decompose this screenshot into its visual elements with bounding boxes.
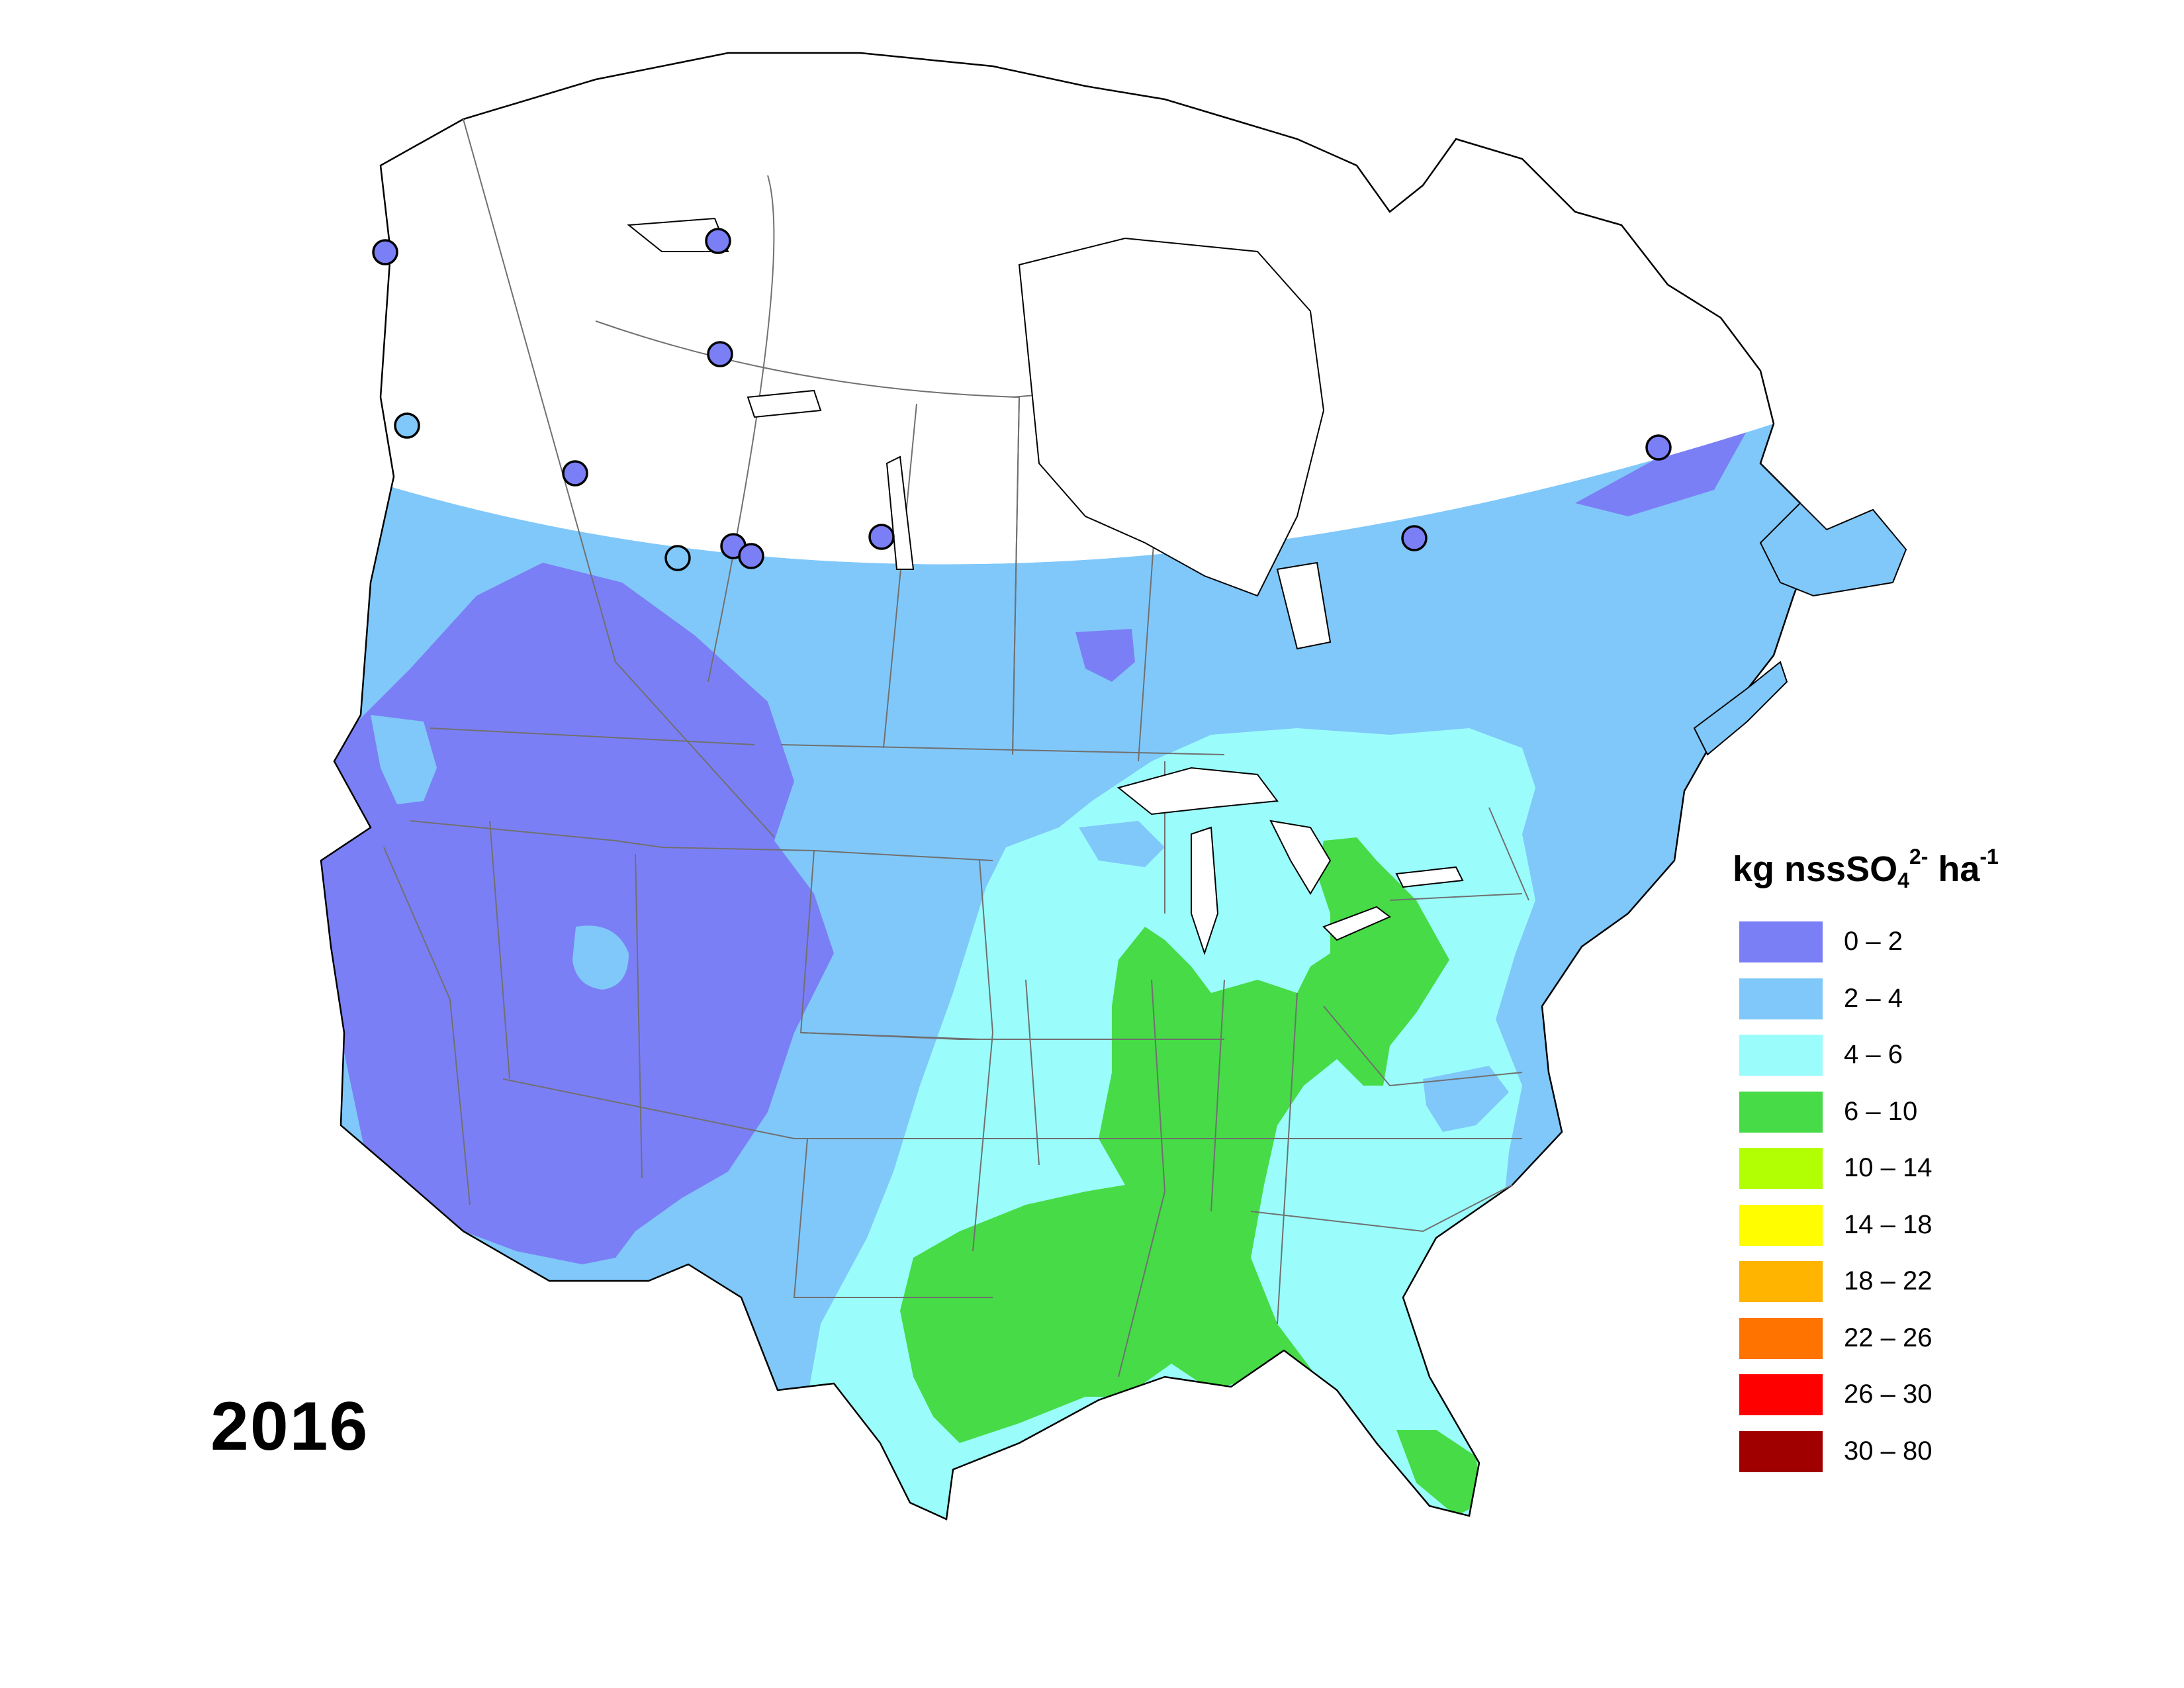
nova-scotia (1693, 661, 1788, 756)
legend-title-sup: 2- (1909, 845, 1929, 868)
boundaries (383, 118, 1529, 1378)
legend-title-unit: ha (1928, 849, 1980, 889)
zone-2-4-virginia (1423, 1066, 1509, 1132)
station-marker[interactable] (707, 341, 733, 367)
legend-swatch (1739, 978, 1823, 1019)
great-slave-lake (747, 389, 822, 418)
zone-6-10-florida (1396, 1430, 1482, 1516)
lake-huron (1269, 820, 1332, 895)
legend-swatch (1739, 1204, 1823, 1246)
newfoundland (1759, 502, 1907, 597)
lake-erie (1322, 906, 1391, 941)
legend-label: 22 – 26 (1844, 1323, 1933, 1352)
legend-label: 30 – 80 (1844, 1436, 1933, 1466)
legend-swatch (1739, 921, 1823, 962)
stations (372, 228, 1672, 571)
legend-swatch (1739, 1430, 1823, 1472)
legend-swatch (1739, 1035, 1823, 1076)
zone-0-2-ontario (1075, 629, 1135, 682)
legend-label: 18 – 22 (1844, 1266, 1933, 1295)
legend-swatch (1739, 1261, 1823, 1302)
legend-title-unit-sup: -1 (1979, 845, 1999, 868)
zone-0-2-labrador (1575, 424, 1747, 516)
legend-label: 10 – 14 (1844, 1153, 1933, 1182)
legend-label: 6 – 10 (1844, 1096, 1918, 1126)
legend-label: 26 – 30 (1844, 1380, 1933, 1409)
legend-title: kg nssSO42- ha-1 (1733, 845, 1999, 893)
zone-6-10-central (900, 837, 1449, 1443)
lake-ontario (1395, 866, 1464, 888)
great-lakes (627, 217, 1464, 956)
legend-label: 14 – 18 (1844, 1209, 1933, 1239)
zone-2-4-utah (572, 925, 629, 990)
coastline (320, 52, 1815, 1521)
legend-label: 2 – 4 (1844, 983, 1903, 1013)
lake-superior (1116, 767, 1279, 816)
zone-0-2-west (321, 563, 834, 1264)
legend-label: 4 – 6 (1844, 1040, 1903, 1069)
legend-label: 0 – 2 (1844, 927, 1903, 956)
legend-title-main: kg nssSO (1733, 849, 1898, 889)
station-marker[interactable] (372, 239, 398, 265)
station-marker[interactable] (1645, 434, 1672, 461)
great-bear-lake (627, 217, 729, 252)
station-marker[interactable] (868, 524, 895, 550)
legend-swatch (1739, 1091, 1823, 1133)
station-marker[interactable] (664, 545, 691, 571)
legend-title-sub: 4 (1897, 868, 1909, 892)
hudson-bay (1018, 237, 1325, 597)
station-marker[interactable] (738, 543, 764, 569)
james-bay (1276, 561, 1332, 650)
legend-swatch (1739, 1374, 1823, 1415)
lake-michigan (1191, 826, 1219, 956)
zone-2-4-pacific-nw (371, 715, 437, 804)
station-marker[interactable] (1401, 525, 1428, 551)
station-marker[interactable] (394, 412, 420, 439)
year-label: 2016 (210, 1388, 369, 1465)
legend-swatch (1739, 1148, 1823, 1189)
station-marker[interactable] (705, 228, 731, 254)
legend-swatch (1739, 1317, 1823, 1359)
station-marker[interactable] (562, 460, 588, 487)
zone-2-4-upper-peninsula (1079, 821, 1165, 867)
